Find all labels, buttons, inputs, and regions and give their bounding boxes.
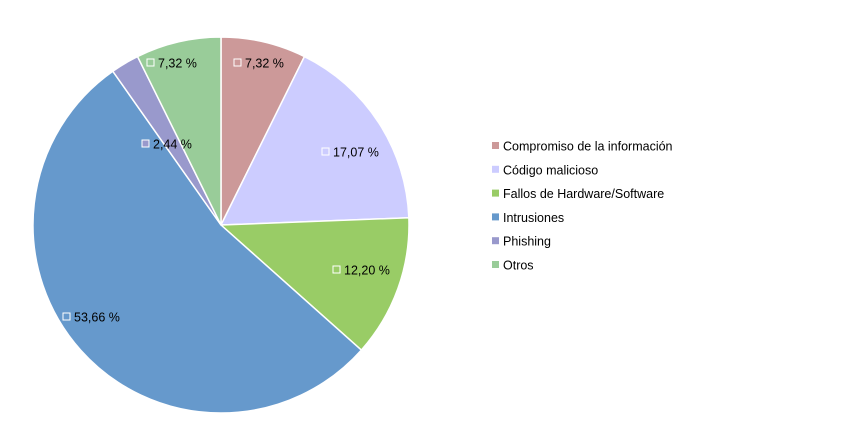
slice-value-label: 12,20 % [344,264,390,278]
legend-swatch [492,142,499,149]
slice-labels: 7,32 % 17,07 % 12,20 % 53,66 % 2,44 % 7,32 % [62,57,390,325]
legend-item: Phishing [492,235,551,249]
legend-label: Fallos de Hardware/Software [503,187,664,201]
slice-label: 7,32 % [233,57,284,71]
slice-label: 2,44 % [141,138,192,152]
legend-swatch [492,261,499,268]
legend-label: Phishing [503,235,551,249]
legend-item: Fallos de Hardware/Software [492,187,664,201]
slice-label-marker [233,58,242,67]
slice-value-label: 17,07 % [333,146,379,160]
legend-label: Código malicioso [503,163,598,177]
pie-slice-otros [136,36,222,226]
legend-swatch [492,189,499,197]
legend-label: Compromiso de la información [503,140,673,154]
legend-item: Compromiso de la información [492,140,673,154]
slice-value-label: 53,66 % [74,311,120,325]
slice-label: 12,20 % [332,264,390,278]
legend-item: Código malicioso [492,163,598,177]
slice-value-label: 7,32 % [158,57,197,71]
legend-item: Otros [492,259,534,273]
slice-label-marker [332,265,341,274]
slice-label-marker [146,58,155,67]
legend-swatch [492,165,499,173]
legend-label: Otros [503,259,534,273]
pie-slice-fallos-de-hardware-software [219,216,410,352]
legend: Compromiso de la información Código malic… [492,140,673,273]
legend-swatch [492,213,499,221]
slice-label: 7,32 % [146,57,197,71]
pie-slice-código-malicioso [219,55,410,226]
pie-slices [32,36,410,414]
legend-item: Intrusiones [492,211,564,225]
legend-swatch [492,237,499,245]
slice-value-label: 7,32 % [245,57,284,71]
slice-label: 53,66 % [62,311,120,325]
slice-label-marker [62,312,71,321]
slice-label: 17,07 % [321,146,379,160]
slice-label-marker [141,139,150,148]
pie-slice-intrusiones [32,70,363,414]
legend-label: Intrusiones [503,211,564,225]
slice-value-label: 2,44 % [153,138,192,152]
slice-label-marker [321,147,330,156]
